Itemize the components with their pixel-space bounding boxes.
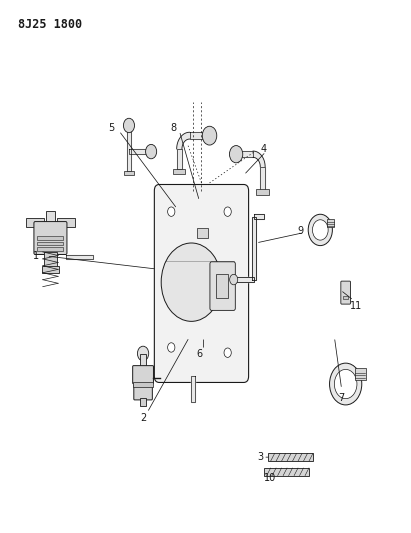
Text: 8: 8 bbox=[170, 123, 176, 133]
Bar bbox=[140, 353, 146, 368]
Circle shape bbox=[335, 369, 357, 399]
Bar bbox=[26, 218, 44, 227]
Bar bbox=[197, 228, 208, 238]
Circle shape bbox=[168, 207, 175, 216]
Bar bbox=[173, 168, 185, 174]
Circle shape bbox=[137, 346, 149, 361]
Text: 7: 7 bbox=[338, 393, 344, 403]
Polygon shape bbox=[177, 149, 182, 169]
Text: 3: 3 bbox=[257, 452, 263, 462]
Bar bbox=[343, 296, 349, 299]
FancyBboxPatch shape bbox=[134, 385, 152, 400]
Polygon shape bbox=[254, 214, 264, 220]
Circle shape bbox=[224, 207, 231, 216]
Text: 8J25 1800: 8J25 1800 bbox=[18, 19, 82, 31]
Circle shape bbox=[308, 214, 332, 246]
Circle shape bbox=[145, 144, 157, 159]
Polygon shape bbox=[192, 376, 196, 402]
Polygon shape bbox=[260, 167, 265, 190]
Polygon shape bbox=[234, 277, 254, 282]
Bar bbox=[57, 218, 75, 227]
Text: 9: 9 bbox=[297, 226, 303, 236]
Bar bbox=[37, 242, 63, 245]
Text: 2: 2 bbox=[140, 413, 146, 423]
Circle shape bbox=[312, 220, 328, 240]
Text: 4: 4 bbox=[261, 144, 267, 154]
Polygon shape bbox=[252, 217, 256, 280]
Bar bbox=[124, 171, 134, 175]
Bar bbox=[268, 453, 313, 462]
FancyBboxPatch shape bbox=[341, 281, 351, 304]
Polygon shape bbox=[127, 125, 131, 171]
FancyBboxPatch shape bbox=[133, 366, 153, 384]
Polygon shape bbox=[66, 255, 93, 259]
FancyBboxPatch shape bbox=[210, 262, 236, 310]
Bar bbox=[140, 398, 146, 406]
Text: 6: 6 bbox=[196, 349, 203, 359]
Bar bbox=[37, 236, 63, 240]
Circle shape bbox=[202, 126, 217, 145]
Bar bbox=[263, 467, 309, 476]
Polygon shape bbox=[253, 151, 265, 167]
Text: 11: 11 bbox=[351, 301, 363, 311]
Polygon shape bbox=[189, 132, 210, 139]
Circle shape bbox=[168, 343, 175, 352]
Polygon shape bbox=[236, 151, 253, 157]
Text: 1: 1 bbox=[33, 251, 39, 261]
Text: 5: 5 bbox=[108, 123, 114, 133]
Bar bbox=[215, 274, 228, 298]
Bar bbox=[355, 368, 366, 380]
Bar bbox=[42, 266, 59, 273]
Circle shape bbox=[230, 274, 238, 285]
Circle shape bbox=[123, 118, 134, 133]
Bar bbox=[44, 252, 57, 267]
Bar bbox=[256, 189, 269, 195]
Text: 10: 10 bbox=[264, 473, 276, 483]
Bar bbox=[134, 382, 152, 387]
Polygon shape bbox=[177, 132, 189, 149]
Circle shape bbox=[229, 146, 243, 163]
FancyBboxPatch shape bbox=[155, 184, 249, 383]
Bar bbox=[327, 219, 334, 227]
Bar bbox=[46, 211, 55, 235]
Circle shape bbox=[330, 363, 362, 405]
Circle shape bbox=[161, 243, 222, 321]
Bar bbox=[37, 247, 63, 251]
Polygon shape bbox=[129, 149, 151, 154]
FancyBboxPatch shape bbox=[34, 222, 67, 254]
Circle shape bbox=[224, 348, 231, 358]
